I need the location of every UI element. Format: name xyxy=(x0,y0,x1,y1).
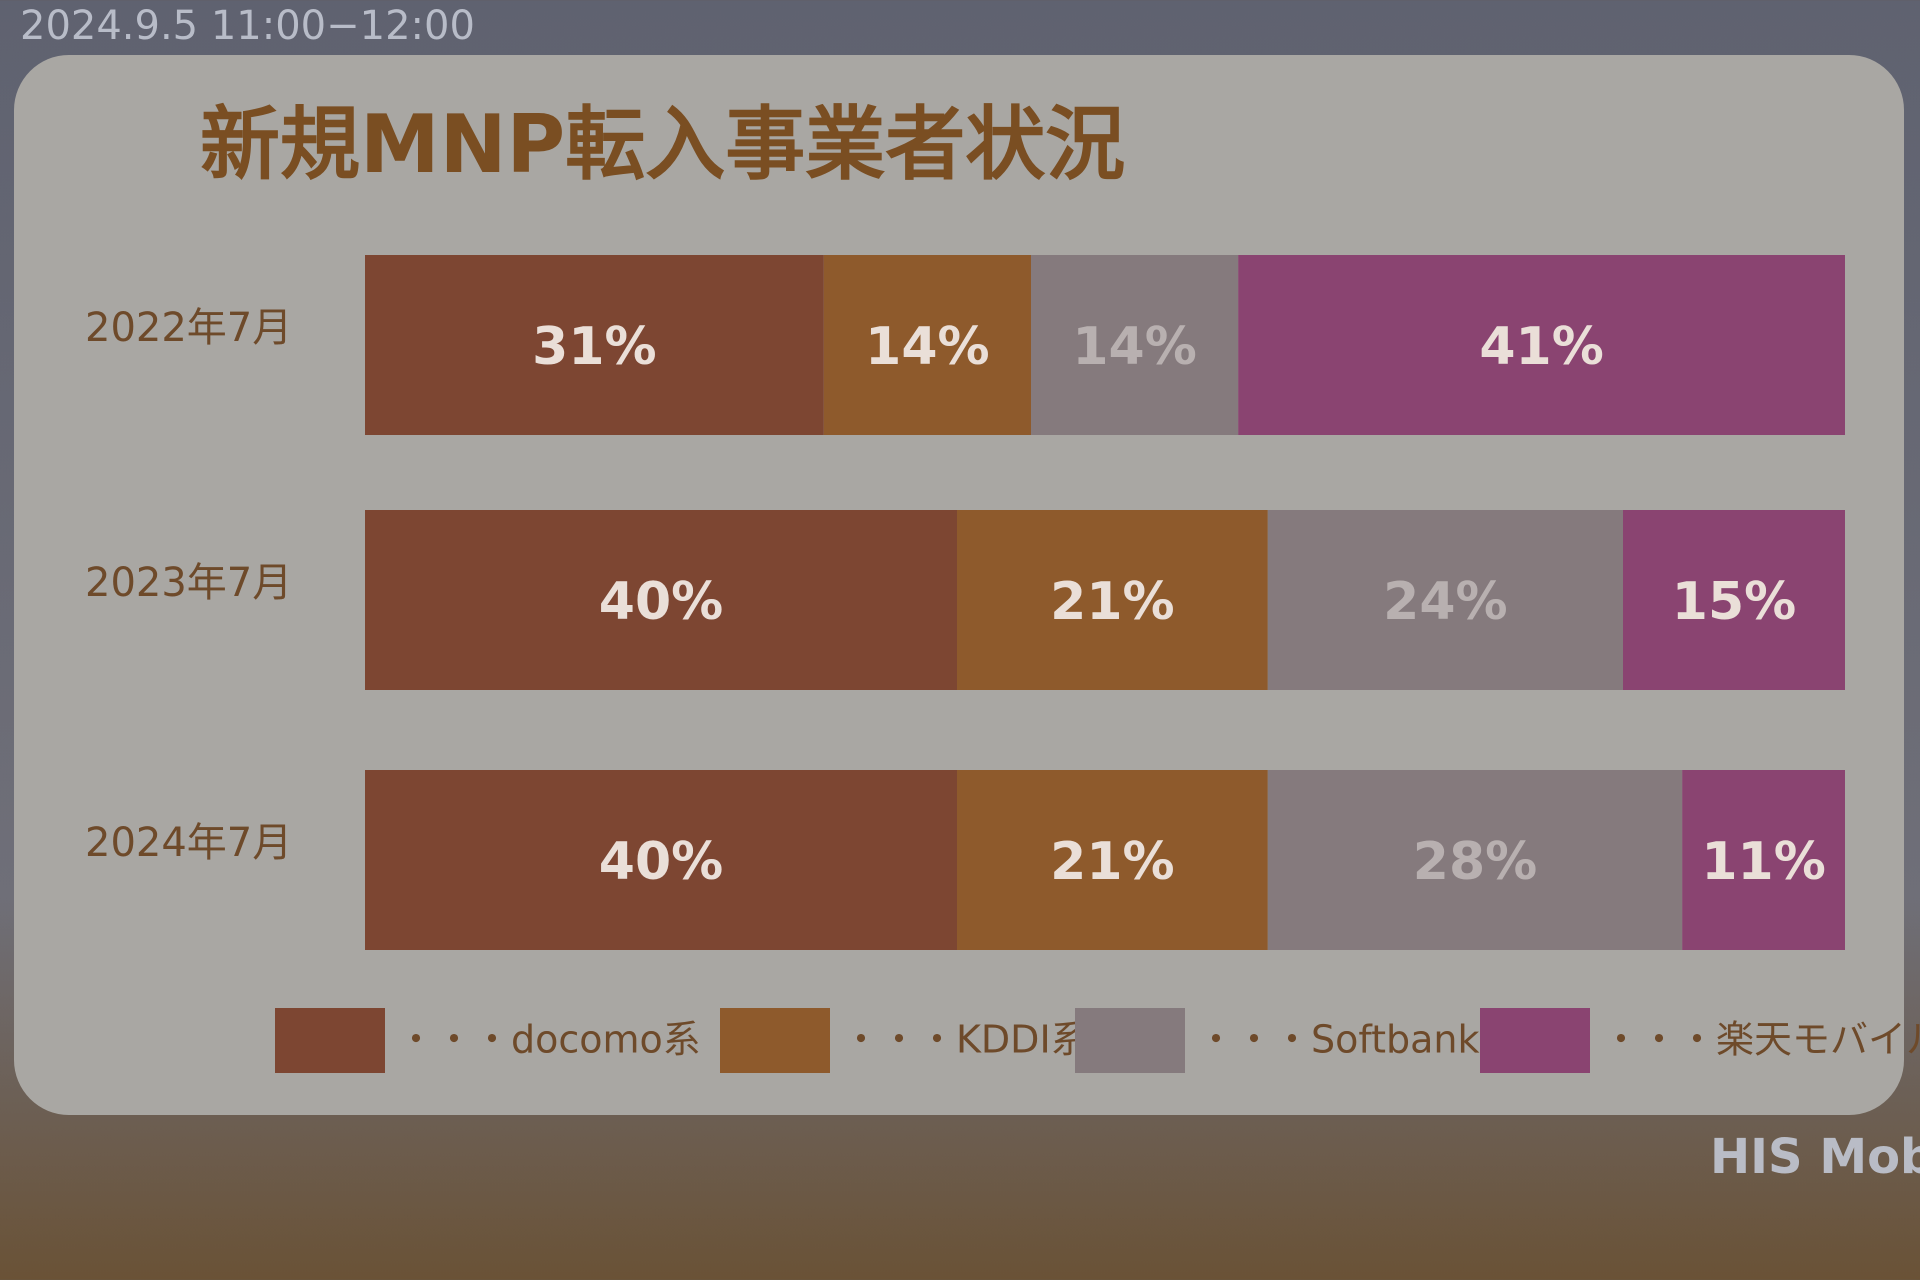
bar-segment xyxy=(1267,510,1623,690)
legend-label: ・・・KDDI系 xyxy=(842,1018,1089,1062)
bar-segment xyxy=(823,255,1031,435)
bar-segment xyxy=(1031,255,1239,435)
category-label: 2022年7月 xyxy=(85,305,292,351)
bar-segment xyxy=(1623,510,1845,690)
legend-swatch xyxy=(1480,1008,1590,1073)
value-label: 40% xyxy=(599,572,723,632)
value-label: 15% xyxy=(1672,572,1796,632)
value-label: 24% xyxy=(1383,572,1507,632)
bar-segment xyxy=(957,770,1268,950)
bar-segment xyxy=(365,510,957,690)
legend-swatch xyxy=(275,1008,385,1073)
category-label: 2024年7月 xyxy=(85,820,292,866)
value-label: 21% xyxy=(1050,572,1174,632)
logo: HIS Mobi xyxy=(1710,1129,1920,1185)
bar-segment xyxy=(365,770,957,950)
bar-segment xyxy=(1267,770,1683,950)
bar-segment xyxy=(1238,255,1845,435)
bar-segment xyxy=(365,255,824,435)
value-label: 14% xyxy=(1072,317,1196,377)
bar-segment xyxy=(1682,770,1845,950)
category-label: 2023年7月 xyxy=(85,560,292,606)
value-label: 41% xyxy=(1479,317,1603,377)
value-label: 21% xyxy=(1050,832,1174,892)
value-label: 28% xyxy=(1413,832,1537,892)
legend-label: ・・・docomo系 xyxy=(397,1018,701,1062)
value-label: 11% xyxy=(1701,832,1825,892)
bar-segment xyxy=(957,510,1268,690)
legend-label: ・・・楽天モバイル xyxy=(1602,1018,1920,1062)
value-label: 31% xyxy=(532,317,656,377)
value-label: 14% xyxy=(865,317,989,377)
timestamp: 2024.9.5 11:00−12:00 xyxy=(20,3,475,49)
legend-swatch xyxy=(720,1008,830,1073)
legend-swatch xyxy=(1075,1008,1185,1073)
legend-label: ・・・Softbank系 xyxy=(1197,1018,1517,1062)
chart-title: 新規MNP転入事業者状況 xyxy=(200,98,1125,191)
value-label: 40% xyxy=(599,832,723,892)
